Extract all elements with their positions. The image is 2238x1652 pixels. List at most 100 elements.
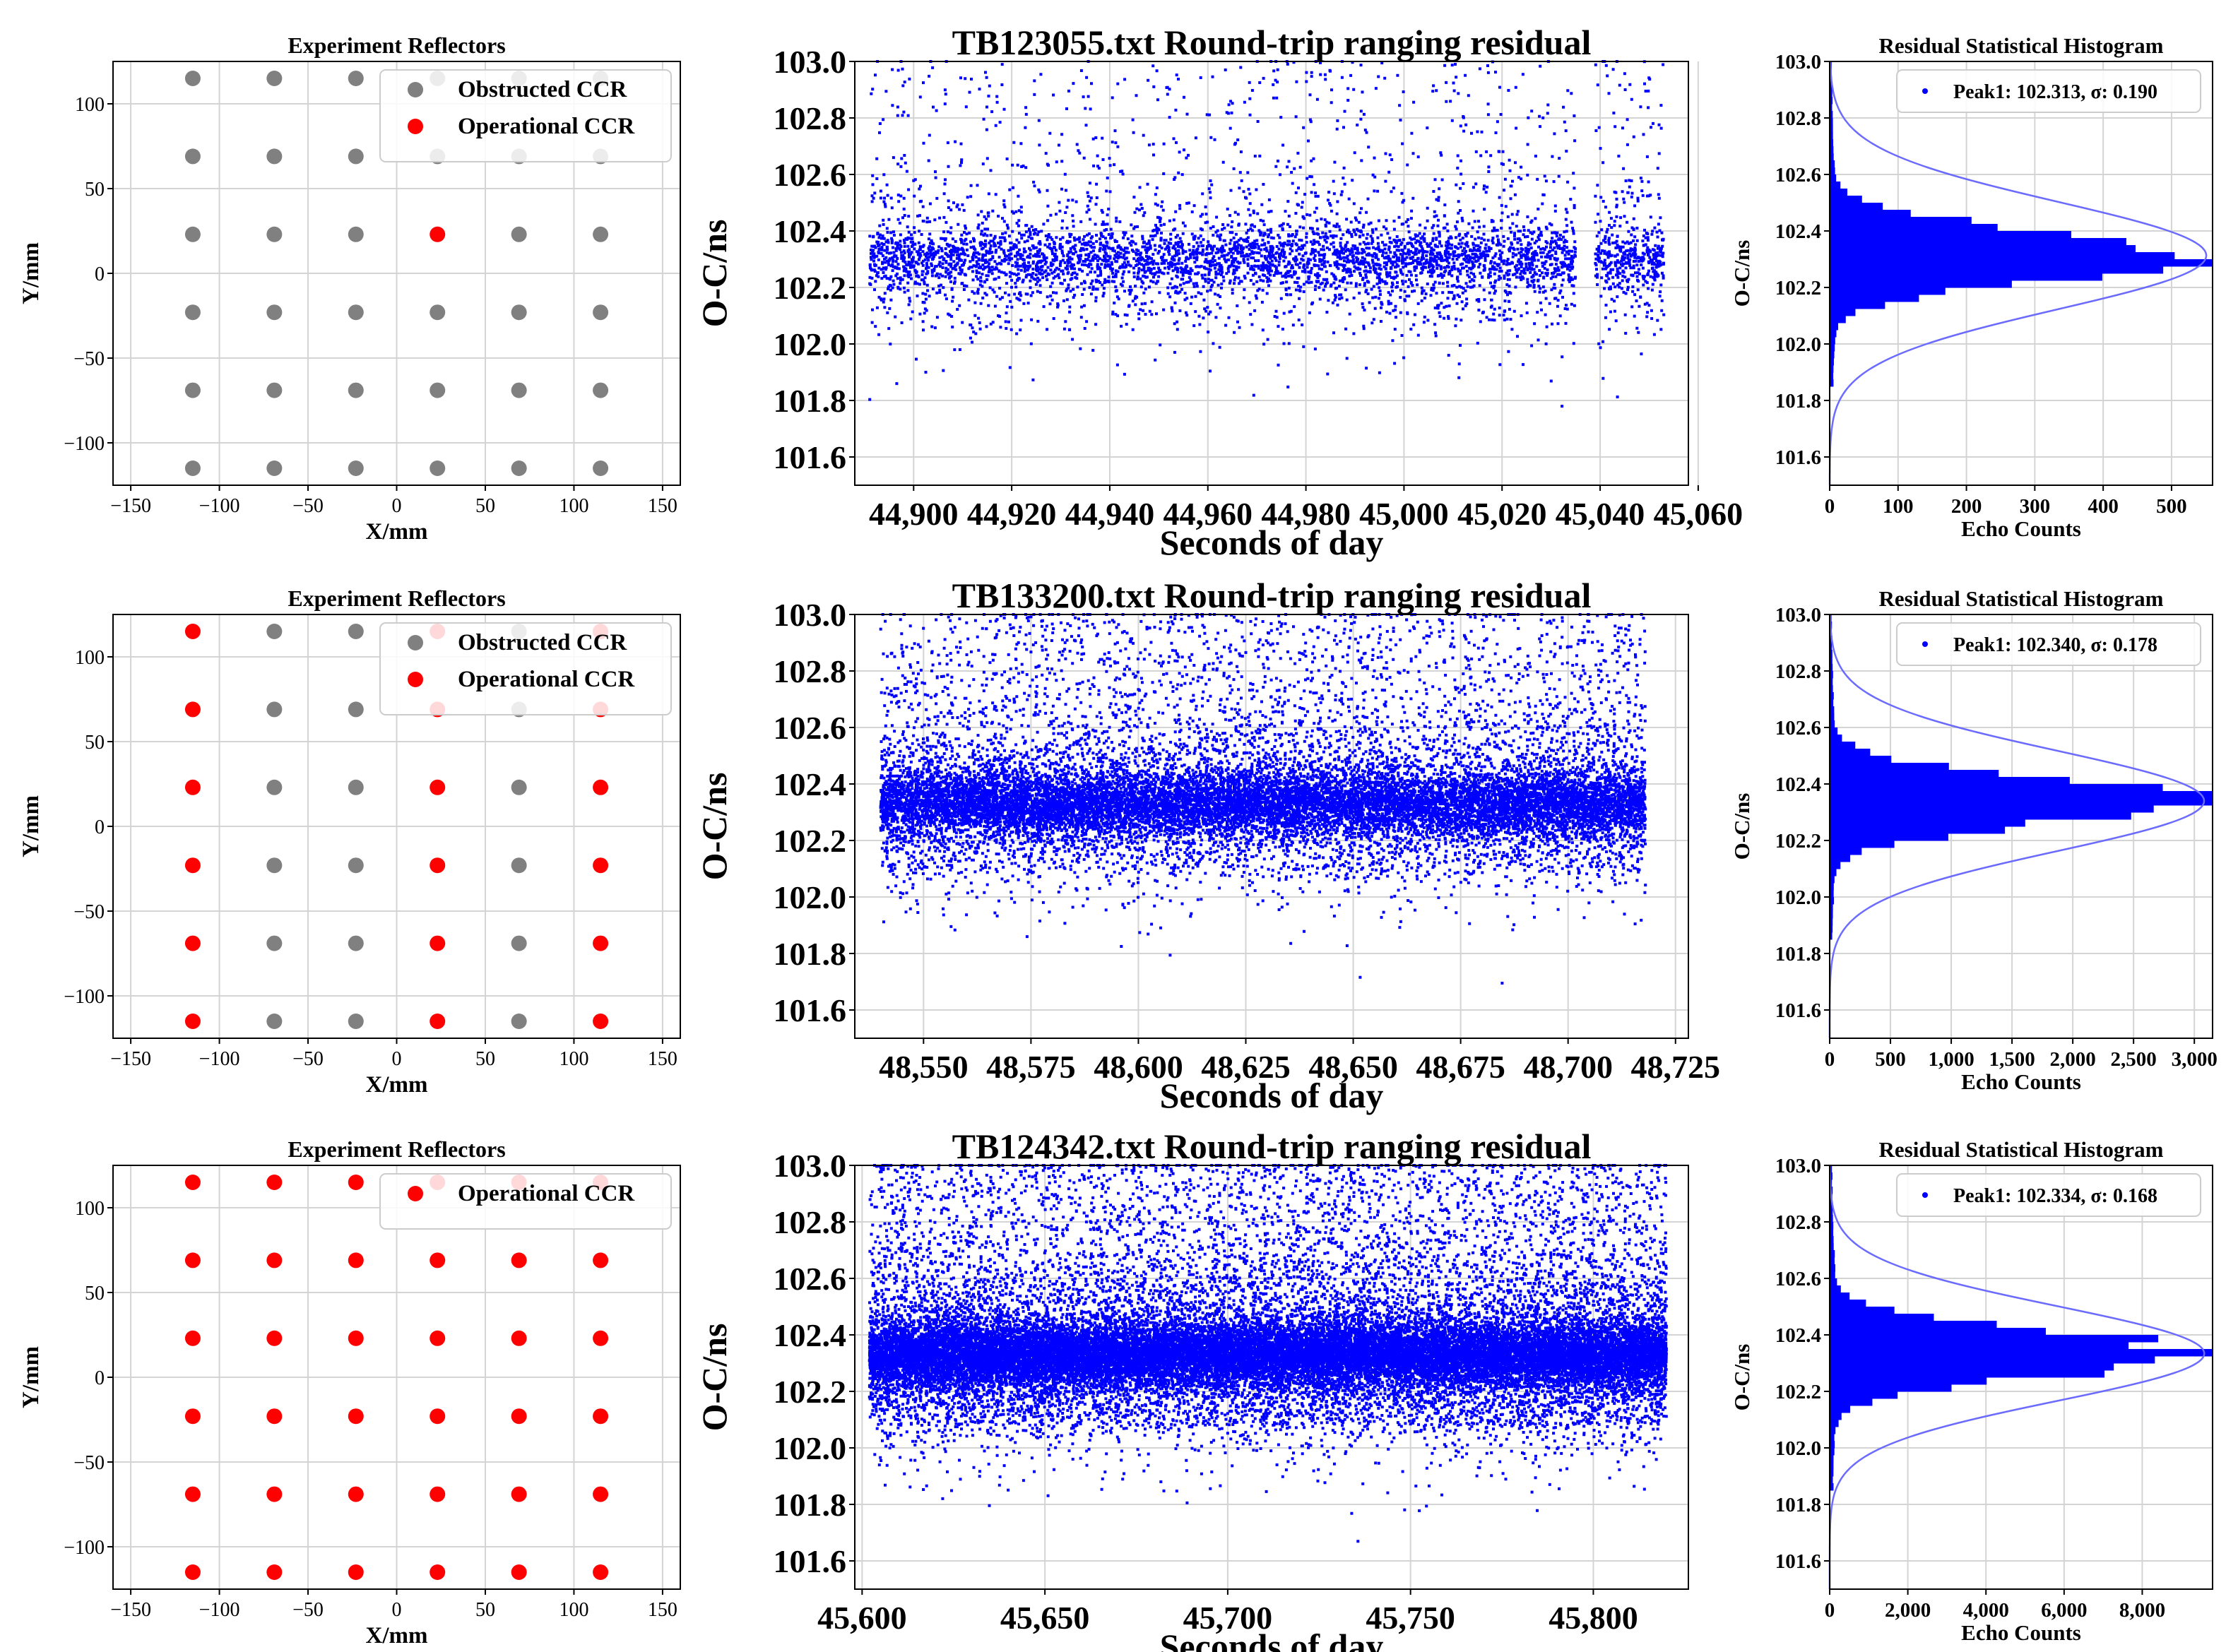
y-tick-label: 102.2 xyxy=(1775,830,1821,852)
y-tick-label: 102.4 xyxy=(1775,1324,1821,1347)
x-tick-label: 150 xyxy=(648,495,677,517)
obstructed-ccr-marker xyxy=(593,226,609,242)
histogram-bar xyxy=(1830,337,1835,345)
histogram-bar xyxy=(1830,287,1946,295)
y-axis-label: O-C/ns xyxy=(694,773,734,881)
chart-title: Residual Statistical Histogram xyxy=(1879,33,2164,58)
x-tick-label: 0 xyxy=(1825,1048,1835,1071)
operational-ccr-marker xyxy=(593,857,609,874)
histogram-bar xyxy=(1830,812,2131,820)
chart-title: Experiment Reflectors xyxy=(288,32,505,58)
residual-chart: 45,600 45,650 45,700 45,750 45,800 101.6 101.8… xyxy=(694,1127,1689,1652)
x-tick-label: 45,650 xyxy=(1000,1600,1090,1636)
x-tick-label: 400 xyxy=(2088,495,2119,518)
histogram-bar xyxy=(1830,189,1848,196)
histogram-bar xyxy=(1830,918,1833,926)
operational-ccr-marker xyxy=(348,1175,364,1190)
histogram-bar xyxy=(1830,883,1834,891)
gaussian-fit-curve xyxy=(1828,61,2208,485)
y-tick-label: 50 xyxy=(85,1283,105,1305)
histogram-bar xyxy=(1830,749,1871,756)
y-tick-label: 101.8 xyxy=(1775,943,1821,965)
obstructed-ccr-marker xyxy=(348,857,364,874)
histogram-bar xyxy=(1830,1293,1850,1300)
histogram-bar xyxy=(1830,1441,1835,1449)
y-tick-label: 50 xyxy=(85,179,105,201)
x-tick-label: 150 xyxy=(648,1599,677,1621)
x-tick-label: 0 xyxy=(392,495,402,517)
axes-frame xyxy=(1829,1165,2213,1590)
histogram-bar xyxy=(1830,1427,1836,1434)
histogram-bar xyxy=(1830,358,1834,366)
operational-ccr-marker xyxy=(184,1486,201,1502)
chart-title: Experiment Reflectors xyxy=(288,1136,505,1162)
histogram-bar xyxy=(1830,1201,1833,1208)
y-tick-label: 102.6 xyxy=(1775,164,1821,186)
obstructed-ccr-marker xyxy=(348,779,364,795)
y-tick-label: 101.8 xyxy=(774,936,847,972)
y-tick-label: 100 xyxy=(75,1198,105,1220)
y-tick-label: 103.0 xyxy=(774,44,847,80)
legend-label: Peak1: 102.313, σ: 0.190 xyxy=(1953,81,2157,103)
operational-ccr-marker xyxy=(593,935,609,951)
obstructed-ccr-marker xyxy=(184,304,201,321)
y-tick-label: 102.0 xyxy=(1775,333,1821,356)
obstructed-ccr-marker xyxy=(266,935,283,951)
histogram-bar xyxy=(1830,735,1842,742)
operational-ccr-marker xyxy=(184,1175,201,1190)
histogram-bar xyxy=(1830,309,1856,316)
obstructed-ccr-marker xyxy=(511,779,527,795)
obstructed-ccr-marker xyxy=(184,226,201,242)
histogram-bar xyxy=(1830,1469,1834,1477)
y-axis-label: O-C/ns xyxy=(1729,1344,1754,1411)
histogram-bar xyxy=(1830,153,1834,161)
histogram-bar xyxy=(1830,1250,1835,1258)
histogram-bar xyxy=(1830,174,1837,182)
y-tick-label: 103.0 xyxy=(1775,604,1821,626)
operational-ccr-marker xyxy=(184,701,201,718)
chart-title: Experiment Reflectors xyxy=(288,586,505,611)
x-tick-label: −100 xyxy=(199,495,240,517)
histogram-bar xyxy=(1830,826,2006,834)
operational-ccr-marker xyxy=(266,1330,283,1346)
x-tick-label: 500 xyxy=(1875,1048,1906,1071)
histogram-bar xyxy=(1830,1264,1836,1272)
y-tick-label: 102.8 xyxy=(774,100,847,136)
operational-ccr-marker xyxy=(511,1564,527,1580)
histogram-chart: Peak1: 102.313, σ: 0.190 0 100 200 300 400 500… xyxy=(1729,33,2213,541)
x-tick-label: 4,000 xyxy=(1963,1599,2009,1622)
obstructed-ccr-marker xyxy=(266,148,283,165)
x-tick-label: 44,980 xyxy=(1261,496,1351,532)
y-tick-label: 102.0 xyxy=(774,879,847,915)
legend-label: Peak1: 102.334, σ: 0.168 xyxy=(1953,1185,2157,1207)
histogram-bar xyxy=(1830,139,1833,147)
y-tick-label: 101.8 xyxy=(1775,390,1821,412)
histogram-bar xyxy=(1830,132,1833,140)
chart-title: TB124342.txt Round-trip ranging residual xyxy=(952,1127,1592,1166)
histogram-bar xyxy=(1830,1448,1835,1456)
y-tick-label: −100 xyxy=(64,1537,105,1559)
histogram-bar xyxy=(1830,1420,1839,1427)
histogram-bar xyxy=(1830,1222,1834,1230)
histogram-bar xyxy=(1830,1165,1833,1173)
y-tick-label: 102.6 xyxy=(774,157,847,193)
legend-label: Peak1: 102.340, σ: 0.178 xyxy=(1953,634,2157,656)
reflector-chart: Obstructed CCR Operational CCR −150 −100 −50… xyxy=(18,586,681,1098)
x-tick-label: −150 xyxy=(110,1048,151,1070)
histogram-bar xyxy=(1830,203,1883,210)
x-tick-label: 45,000 xyxy=(1359,496,1449,532)
histogram-bar xyxy=(1830,167,1835,175)
y-tick-label: 103.0 xyxy=(1775,51,1821,73)
histogram-bar xyxy=(1830,925,1833,933)
histogram-bar xyxy=(1830,897,1835,905)
x-tick-label: 100 xyxy=(559,1048,588,1070)
legend-marker xyxy=(408,82,423,97)
operational-ccr-marker xyxy=(593,1014,609,1029)
histogram-bar xyxy=(1830,104,1833,112)
x-tick-label: 48,700 xyxy=(1523,1049,1613,1085)
legend-box xyxy=(379,1173,672,1230)
chart-title: Residual Statistical Histogram xyxy=(1879,1137,2164,1162)
histogram-bar xyxy=(1830,819,2025,827)
histogram-bar xyxy=(1830,1413,1842,1420)
histogram-bar xyxy=(1830,932,1833,940)
